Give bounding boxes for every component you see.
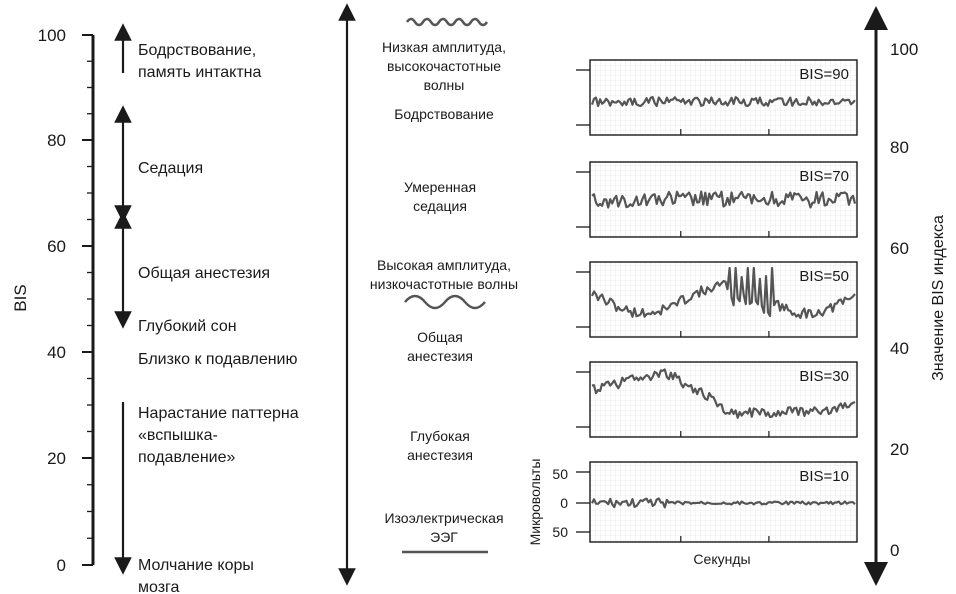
left-tick-label: 100: [38, 26, 66, 45]
right-tick-label: 20: [890, 440, 909, 459]
eeg-panel-frame: [589, 59, 858, 136]
middle-label-line: анестезия: [407, 348, 473, 364]
state-label-line: Нарастание паттерна: [138, 405, 299, 422]
middle-label-line: высокочастотные: [387, 58, 501, 74]
state-label-line: Седация: [138, 160, 203, 177]
left-tick-label: 80: [47, 131, 66, 150]
eeg-panel-frame: [589, 361, 858, 438]
state-label-line: «вспышка-: [138, 427, 218, 444]
left-tick-label: 40: [47, 343, 66, 362]
low-frequency-wave-icon: [404, 294, 486, 310]
left-scale-axis-label: BIS: [11, 284, 30, 311]
state-label-line: память интактна: [138, 64, 262, 81]
right-bis-scale: 0 20 40 60 80 100 Значение BIS индекса: [864, 5, 947, 586]
eeg-trace: [591, 368, 856, 419]
left-tick-label: 60: [47, 237, 66, 256]
right-tick-label: 80: [890, 138, 909, 157]
left-tick-label: 0: [57, 556, 66, 575]
middle-label-line: Бодрствование: [394, 106, 494, 122]
eeg-bis-label: BIS=10: [799, 468, 849, 485]
state-label-line: Общая анестезия: [138, 265, 270, 282]
eeg-trace: [591, 190, 857, 209]
left-bis-scale: 0 20 40 60 80 100 BIS: [11, 26, 95, 575]
state-labels: Бодрствование, память интактна Седация Обща…: [138, 42, 299, 594]
state-label-line: Глубокий сон: [138, 318, 237, 335]
time-axis-label: Секунды: [693, 551, 750, 567]
middle-label-line: анестезия: [407, 447, 473, 463]
right-tick-label: 60: [890, 239, 909, 258]
right-tick-label: 40: [890, 339, 909, 358]
left-tick-label: 20: [47, 449, 66, 468]
middle-label-line: Умеренная: [404, 179, 476, 195]
eeg-trace: [590, 95, 856, 108]
middle-label-line: седация: [413, 198, 467, 214]
eeg-bis-label: BIS=30: [799, 368, 849, 385]
eeg-bis-label: BIS=50: [799, 268, 849, 285]
eeg-panel: BIS=10: [576, 461, 858, 543]
middle-label-line: Общая: [417, 329, 463, 345]
right-tick-label: 0: [890, 541, 899, 560]
middle-label-line: Высокая амплитуда,: [377, 257, 511, 273]
eeg-panel: BIS=70: [576, 161, 858, 238]
high-frequency-wave-icon: [405, 17, 489, 27]
eeg-panel-frame: [589, 461, 858, 543]
microvolt-tick-bot: 50: [552, 524, 568, 540]
eeg-trace: [590, 266, 856, 319]
middle-label-line: Глубокая: [410, 428, 470, 444]
eeg-bis-label: BIS=70: [799, 168, 849, 185]
state-label-line: подавление»: [138, 449, 235, 466]
eeg-grid: [590, 362, 857, 437]
middle-labels: Низкая амплитуда, высокочастотные волны Бод…: [370, 39, 518, 545]
eeg-bis-label: BIS=90: [799, 66, 849, 83]
right-scale-axis-label: Значение BIS индекса: [930, 215, 947, 381]
right-tick-label: 100: [890, 40, 918, 59]
eeg-grid: [590, 262, 857, 337]
middle-label-line: Изоэлектрическая: [384, 510, 503, 526]
eeg-trace: [591, 497, 856, 509]
eeg-panel: BIS=90: [576, 59, 858, 136]
eeg-panel: BIS=50: [576, 261, 858, 338]
middle-label-line: низкочастотные волны: [370, 276, 518, 292]
eeg-panels: BIS=90 BIS=70 BIS=50 BIS=30 BIS=10: [576, 59, 858, 543]
eeg-panel-frame: [589, 261, 858, 338]
state-label-line: мозга: [138, 579, 180, 594]
state-label-line: Молчание коры: [138, 557, 254, 574]
middle-label-line: Низкая амплитуда,: [382, 39, 506, 55]
microvolt-tick-mid: 0: [560, 495, 568, 511]
middle-label-line: ЭЭГ: [430, 529, 458, 545]
middle-label-line: волны: [424, 77, 465, 93]
state-label-line: Близко к подавлению: [138, 351, 297, 368]
eeg-grid: [590, 60, 857, 135]
microvolts-axis-label: Микровольты: [527, 459, 543, 546]
state-label-line: Бодрствование,: [138, 42, 256, 59]
microvolt-tick-top: 50: [552, 466, 568, 482]
microvolt-scale: Микровольты 50 0 50: [527, 459, 568, 546]
eeg-panel-frame: [589, 161, 858, 238]
eeg-panel: BIS=30: [576, 361, 858, 438]
